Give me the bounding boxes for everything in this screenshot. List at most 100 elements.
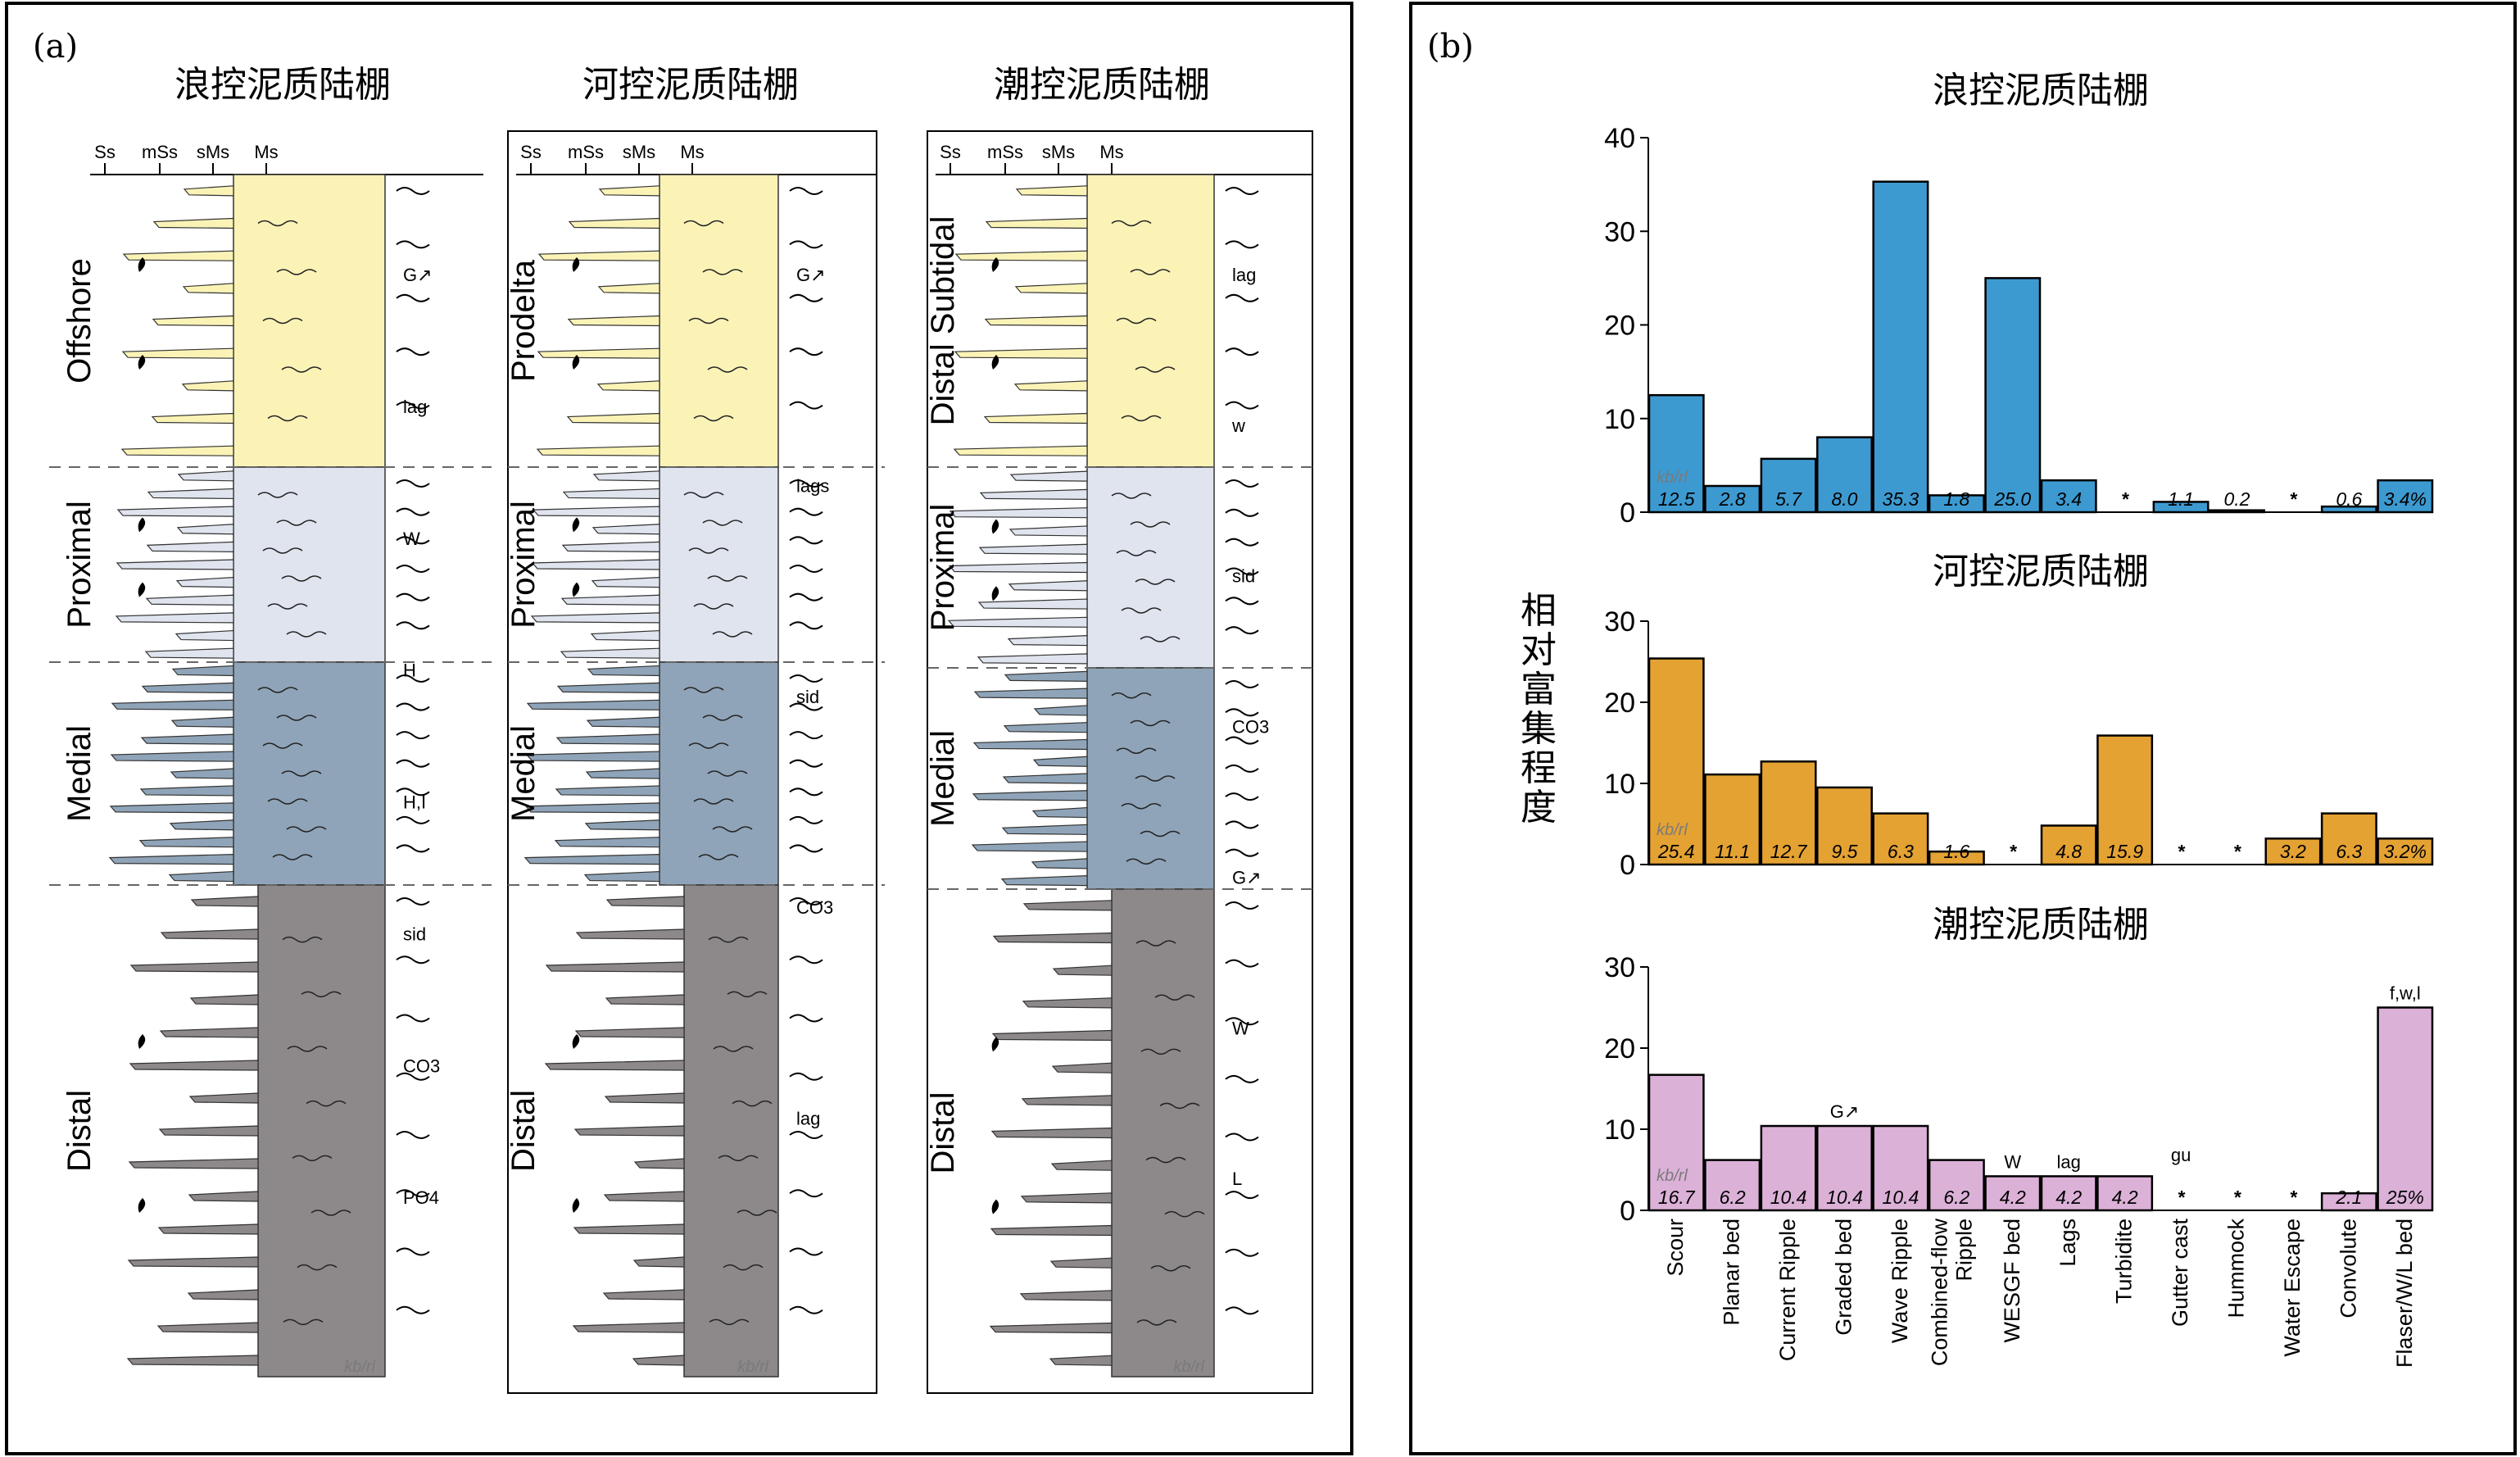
protruding-bed <box>141 682 234 693</box>
symbol-label: w <box>1231 415 1245 436</box>
protruding-bed <box>147 488 234 500</box>
symbol-glyph <box>789 565 823 573</box>
protruding-bed <box>189 994 259 1005</box>
bar <box>2377 837 2434 866</box>
symbol-glyph <box>1225 848 1259 857</box>
ripple-mark <box>262 547 303 554</box>
symbol-glyph <box>1225 187 1259 195</box>
ripple-mark <box>310 1210 351 1216</box>
bar <box>1984 277 2042 514</box>
ripple-mark <box>267 415 308 422</box>
ripple-mark <box>286 631 327 638</box>
protruding-bed <box>972 738 1088 751</box>
protruding-bed <box>181 380 234 392</box>
symbol-glyph <box>789 1072 823 1081</box>
value-label: 6.3 <box>2336 841 2362 862</box>
symbol-glyph <box>1225 479 1259 488</box>
category-label: Graded bed <box>1832 1219 1856 1336</box>
bar <box>1760 457 1817 514</box>
protruding-bed <box>1021 1095 1113 1106</box>
bar <box>1928 850 1985 866</box>
value-label: 0.2 <box>2224 488 2250 510</box>
lithology-body <box>683 884 779 1378</box>
zone-label: Distal <box>61 1090 97 1172</box>
protruding-bed <box>531 559 660 570</box>
value-label: 4.2 <box>2000 1187 2026 1208</box>
bar <box>1928 494 1985 514</box>
protruding-bed <box>544 1060 685 1071</box>
ripple-mark <box>702 269 743 275</box>
ripple-mark <box>272 854 313 860</box>
grain-tick-label: mSs <box>142 142 178 162</box>
bioturbation-mark <box>138 517 146 533</box>
ripple-mark <box>292 1155 333 1162</box>
protruding-bed <box>168 870 234 883</box>
protruding-bed <box>1007 634 1088 647</box>
category-label: Hummock <box>2224 1219 2249 1319</box>
ripple-mark <box>1121 803 1162 810</box>
ripple-mark <box>1130 521 1171 528</box>
value-label: 1.8 <box>1943 488 1969 510</box>
protruding-bed <box>157 1223 259 1235</box>
ripple-mark <box>276 520 317 526</box>
bar <box>2209 509 2265 514</box>
protruding-bed <box>949 507 1088 519</box>
protruding-bed <box>1009 470 1088 482</box>
symbol-glyph <box>1225 538 1259 547</box>
ripple-mark <box>257 492 298 498</box>
value-label: 4.2 <box>2055 1187 2082 1208</box>
protruding-bed <box>1014 283 1088 294</box>
ripple-mark <box>702 715 743 721</box>
column-2: 河控泥质陆棚 Ss mSs sMs Ms Prodelta Proximal Medial Di… <box>505 64 885 1394</box>
symbol-glyph <box>789 844 823 853</box>
value-label: 11.1 <box>1715 841 1750 862</box>
symbol-glyph <box>396 955 430 965</box>
symbol-glyph <box>789 955 823 965</box>
symbol-glyph <box>789 759 823 768</box>
protruding-bed <box>524 802 660 814</box>
protruding-bed <box>596 380 660 392</box>
bar <box>2040 1175 2097 1212</box>
bioturbation-mark <box>991 355 999 370</box>
y-tick-label: 10 <box>1604 1114 1635 1146</box>
grain-tick-label: Ss <box>94 142 116 162</box>
ripple-mark <box>1135 940 1176 946</box>
bioturbation-mark <box>138 582 146 597</box>
ripple-mark <box>1121 415 1162 422</box>
bar <box>2377 1006 2434 1212</box>
protruding-bed <box>525 751 660 762</box>
symbol-glyph <box>396 592 430 601</box>
symbol-label: lag <box>796 1109 820 1129</box>
panel-a-frame <box>5 2 1353 1455</box>
symbol-glyph <box>396 240 430 249</box>
symbol-glyph <box>1225 1248 1259 1257</box>
column-title: 潮控泥质陆棚 <box>994 64 1210 106</box>
protruding-bed <box>948 561 1088 574</box>
protruding-bed <box>1022 997 1113 1009</box>
protruding-bed <box>1013 380 1088 392</box>
column-frame <box>927 130 1313 1394</box>
chart-title: 河控泥质陆棚 <box>1933 551 2149 592</box>
symbol-label: CO3 <box>796 897 833 918</box>
protruding-bed <box>158 1125 259 1137</box>
value-label: 2.8 <box>1719 488 1746 510</box>
protruding-bed <box>560 594 660 606</box>
ripple-mark <box>1140 636 1181 642</box>
ripple-mark <box>693 415 734 422</box>
lithology-body <box>659 174 779 468</box>
symbol-glyph <box>396 507 430 516</box>
symbol-glyph <box>396 479 430 488</box>
protruding-bed <box>122 250 234 261</box>
value-label: 0.6 <box>2336 488 2362 510</box>
symbol-glyph <box>789 479 823 488</box>
protruding-bed <box>1052 965 1113 976</box>
symbol-glyph <box>396 1189 430 1198</box>
bioturbation-mark <box>572 355 580 370</box>
bioturbation-mark <box>991 586 999 601</box>
bar-symbol: W <box>2004 1151 2021 1172</box>
protruding-bed <box>586 716 660 728</box>
protruding-bed <box>990 1127 1113 1139</box>
y-label-char: 富 <box>1521 669 1557 710</box>
symbol-glyph <box>789 674 823 683</box>
bar <box>2377 479 2434 514</box>
